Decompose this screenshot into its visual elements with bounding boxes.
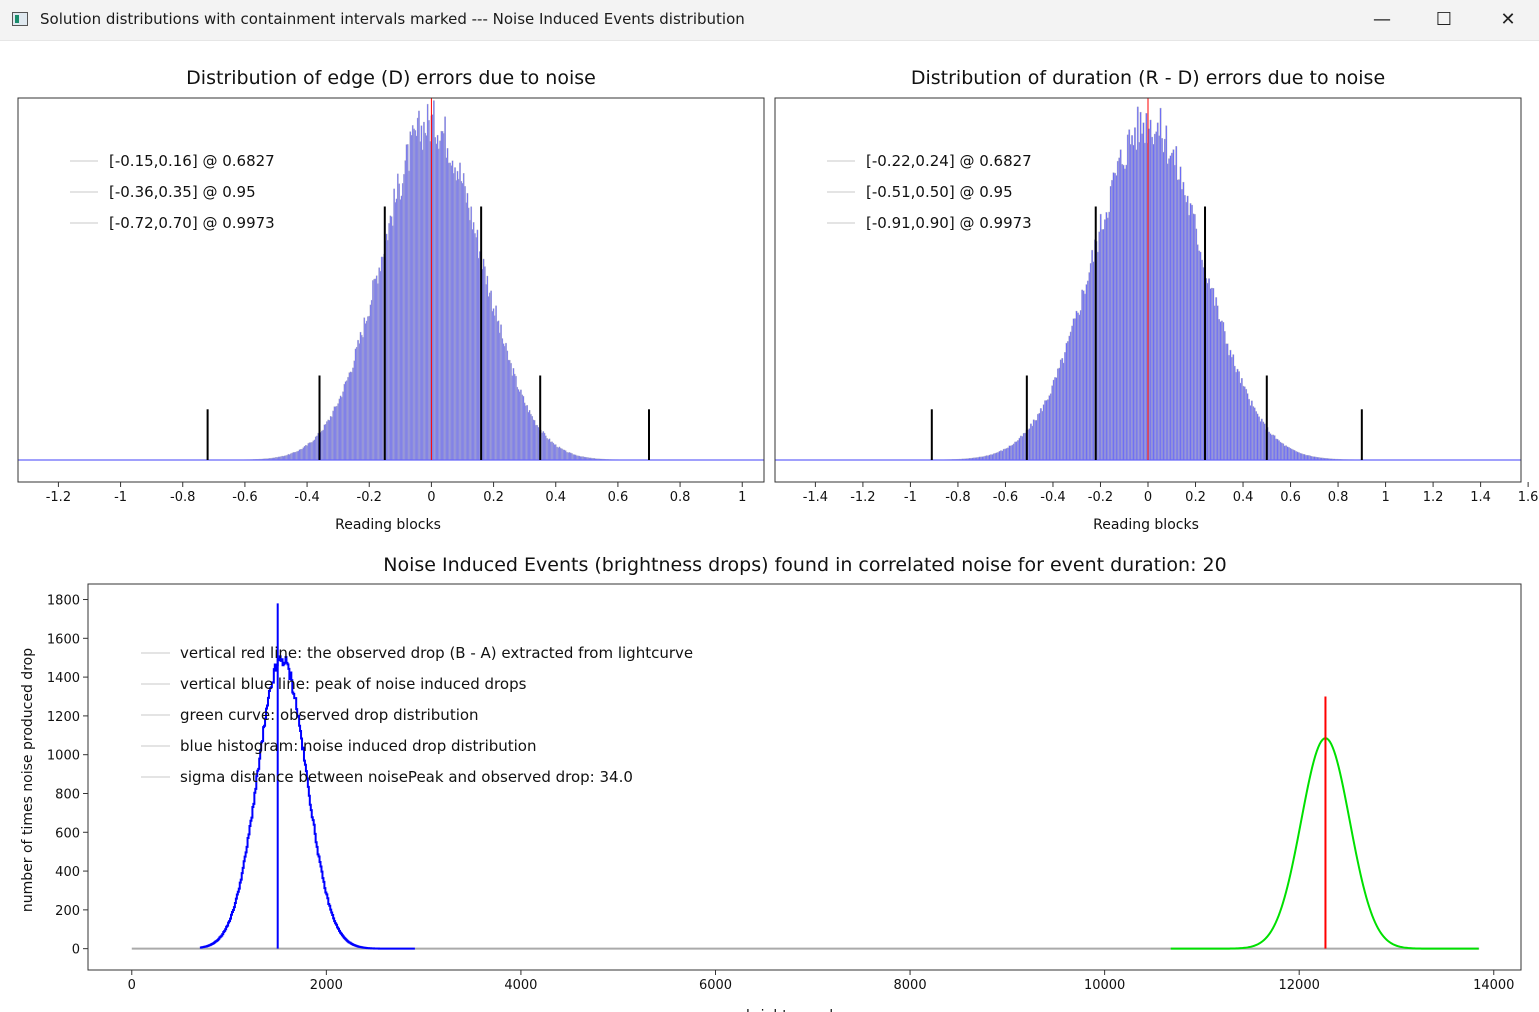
x-tick-label: 0.6 [1280, 490, 1301, 505]
chart-title: Distribution of edge (D) errors due to n… [186, 67, 596, 89]
x-tick-label: 0.2 [483, 490, 504, 505]
noise-histogram-curve [199, 655, 415, 950]
y-tick-label: 1000 [47, 749, 80, 764]
charts-area: Distribution of edge (D) errors due to n… [17, 67, 1539, 1012]
plot-region [775, 98, 1521, 461]
x-tick-label: 12000 [1279, 978, 1320, 993]
x-tick-label: 1 [1381, 490, 1389, 505]
y-tick-label: 600 [55, 826, 80, 841]
y-tick-label: 200 [55, 904, 80, 919]
legend-entry: [-0.15,0.16] @ 0.6827 [109, 152, 275, 170]
window-titlebar: Solution distributions with containment … [0, 0, 1539, 41]
x-tick-label: -0.4 [1040, 490, 1065, 505]
x-tick-label: 0.4 [545, 490, 566, 505]
legend-entry: vertical blue line: peak of noise induce… [180, 675, 527, 693]
y-tick-label: 800 [55, 787, 80, 802]
x-tick-label: 0.8 [1328, 490, 1349, 505]
legend-entry: [-0.36,0.35] @ 0.95 [109, 183, 256, 201]
x-tick-label: 4000 [504, 978, 537, 993]
legend-entry: [-0.22,0.24] @ 0.6827 [866, 152, 1032, 170]
x-tick-label: -0.2 [357, 490, 382, 505]
x-tick-label: 0.6 [608, 490, 629, 505]
maximize-button[interactable]: ☐ [1435, 9, 1453, 30]
x-tick-label: 0.8 [670, 490, 691, 505]
x-tick-label: 0 [427, 490, 435, 505]
legend-entry: vertical red line: the observed drop (B … [180, 644, 693, 662]
x-tick-label: -0.4 [294, 490, 319, 505]
x-tick-label: 0 [1144, 490, 1152, 505]
x-tick-label: 1 [738, 490, 746, 505]
x-tick-label: 2000 [310, 978, 343, 993]
legend-entry: sigma distance between noisePeak and obs… [180, 768, 633, 786]
histogram-chart-1: Distribution of edge (D) errors due to n… [17, 67, 765, 533]
x-tick-label: -1.4 [803, 490, 828, 505]
x-axis-label: brightness drop [746, 1008, 856, 1012]
legend-entry: [-0.91,0.90] @ 0.9973 [866, 214, 1032, 232]
chart-title: Noise Induced Events (brightness drops) … [383, 554, 1226, 576]
legend-entry: [-0.72,0.70] @ 0.9973 [109, 214, 275, 232]
x-axis-label: Reading blocks [1093, 517, 1199, 533]
histogram-chart-2: Distribution of duration (R - D) errors … [774, 67, 1539, 533]
y-tick-label: 1600 [47, 632, 80, 647]
minimize-button[interactable]: — [1373, 9, 1391, 30]
x-tick-label: 0 [128, 978, 136, 993]
x-tick-label: 1.2 [1423, 490, 1444, 505]
y-tick-label: 1400 [47, 671, 80, 686]
x-tick-label: 6000 [699, 978, 732, 993]
legend-entry: green curve: observed drop distribution [180, 706, 479, 724]
app-icon [12, 12, 28, 26]
y-tick-label: 0 [72, 943, 80, 958]
x-tick-label: -0.8 [945, 490, 970, 505]
x-tick-label: 1.6 [1518, 490, 1539, 505]
x-tick-label: -1.2 [46, 490, 71, 505]
y-tick-label: 400 [55, 865, 80, 880]
x-tick-label: 0.2 [1185, 490, 1206, 505]
close-button[interactable]: ✕ [1500, 9, 1516, 30]
y-tick-label: 1200 [47, 710, 80, 725]
x-tick-label: 14000 [1473, 978, 1514, 993]
y-axis-label: number of times noise produced drop [20, 648, 36, 912]
y-tick-label: 1800 [47, 594, 80, 609]
x-axis-label: Reading blocks [335, 517, 441, 533]
x-tick-label: -0.6 [993, 490, 1018, 505]
plot-frame [17, 97, 765, 483]
x-tick-label: 8000 [894, 978, 927, 993]
noise-events-chart: Noise Induced Events (brightness drops) … [20, 554, 1522, 1012]
x-tick-label: -0.6 [232, 490, 257, 505]
window-title: Solution distributions with containment … [40, 10, 745, 28]
legend-entry: [-0.51,0.50] @ 0.95 [866, 183, 1013, 201]
x-tick-label: -1 [114, 490, 127, 505]
x-tick-label: 0.4 [1233, 490, 1254, 505]
x-tick-label: -1.2 [850, 490, 875, 505]
x-tick-label: 1.4 [1470, 490, 1491, 505]
x-tick-label: -0.2 [1088, 490, 1113, 505]
x-tick-label: -1 [904, 490, 917, 505]
plot-region [18, 98, 764, 461]
x-tick-label: 10000 [1084, 978, 1125, 993]
x-tick-label: -0.8 [170, 490, 195, 505]
plot-frame [87, 583, 1522, 971]
chart-title: Distribution of duration (R - D) errors … [911, 67, 1385, 89]
legend-entry: blue histogram: noise induced drop distr… [180, 737, 537, 755]
